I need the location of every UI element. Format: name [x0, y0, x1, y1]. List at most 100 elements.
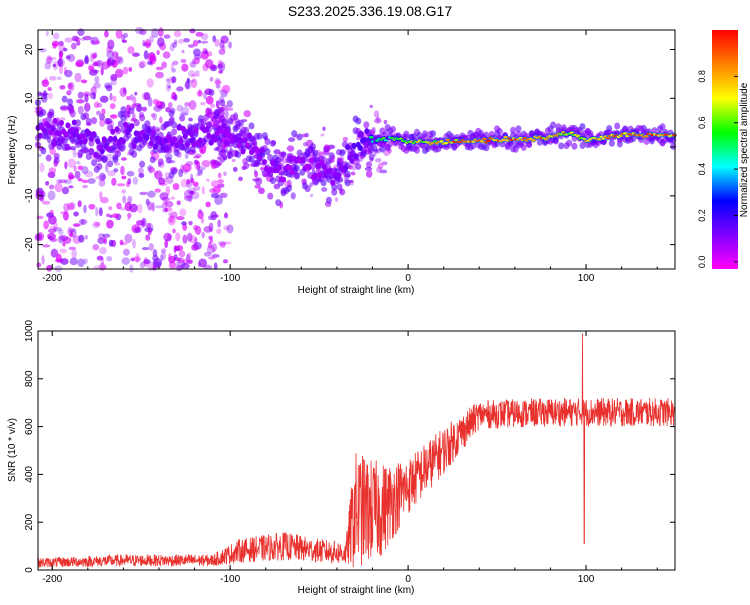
spectrogram-ridge-halo	[344, 179, 351, 187]
spectrogram-ridge-core	[486, 139, 491, 143]
spectrogram-noise-blob	[71, 249, 78, 259]
spectrogram-ridge-halo	[403, 133, 410, 141]
spectrogram-ridge-base	[112, 135, 118, 142]
spectrogram-noise-blob	[208, 256, 216, 260]
spectrogram-noise-blob	[175, 232, 181, 242]
colorbar-tick-label: 0.6	[697, 116, 707, 129]
spectrogram-noise-blob	[193, 155, 200, 159]
spectrogram-noise-blob	[178, 38, 184, 44]
spectrogram-ridge-halo	[157, 158, 164, 166]
spectrogram-ridge-halo	[296, 149, 303, 157]
spectrogram-noise-blob	[130, 257, 135, 262]
spectrogram-ridge-base	[330, 179, 336, 186]
spectrogram-ridge-halo	[357, 131, 364, 139]
spectrogram-ridge-base	[58, 120, 64, 127]
spectrogram-noise-blob	[112, 213, 119, 219]
spectrogram-ridge-base	[219, 128, 225, 135]
spectrogram-ridge-halo	[211, 115, 218, 123]
spectrogram-ridge-halo	[571, 142, 578, 150]
spectrogram-ridge-base	[91, 131, 97, 138]
spectrogram-ridge-base	[174, 142, 180, 149]
spectrogram-ridge-base	[172, 136, 178, 143]
spectrogram-ridge-core	[644, 134, 649, 138]
spectrogram-noise-blob	[184, 152, 189, 160]
spectrogram-noise-blob	[39, 162, 45, 173]
spectrogram-noise-blob	[129, 203, 138, 213]
spectrogram-ridge-halo	[339, 149, 346, 157]
spectrogram-noise-blob	[164, 172, 170, 180]
spectrogram-noise-blob	[122, 195, 127, 204]
spectrogram-noise-blob	[183, 169, 189, 175]
spectrogram-noise-blob	[201, 167, 206, 171]
spectrogram-noise-blob	[78, 234, 85, 243]
spectrogram-ridge-base	[255, 148, 261, 155]
spectrogram-noise-blob	[101, 108, 106, 115]
spectrogram-ridge-base	[306, 164, 312, 171]
spectrogram-noise-blob	[197, 165, 204, 175]
spectrogram-noise-blob	[321, 187, 328, 192]
spectrogram-noise-blob	[334, 197, 339, 203]
spectrogram-noise-blob	[132, 176, 139, 185]
spectrogram-noise-blob	[59, 105, 69, 111]
colorbar-ticks: 0.0 0.2 0.4 0.6 0.8	[697, 70, 738, 268]
spectrogram-noise-blob	[49, 209, 54, 215]
spectrogram-noise-blob	[77, 165, 83, 171]
spectrogram-noise-blob	[124, 233, 133, 244]
spectrogram-noise-blob	[288, 137, 296, 142]
spectrogram-ridge-halo	[53, 152, 60, 160]
spectrogram-noise-blob	[40, 93, 48, 103]
spectrogram-ridge-halo	[325, 157, 332, 165]
spectrogram-ridge-halo	[48, 111, 55, 119]
spectrogram-noise-blob	[221, 143, 226, 150]
spectrogram-noise-blob	[41, 79, 49, 85]
spectrogram-ridge-halo	[99, 113, 106, 121]
spectrogram-noise-blob	[223, 171, 227, 177]
spectrogram-noise-blob	[54, 182, 63, 193]
spectrogram-noise-blob	[100, 174, 107, 180]
spectrogram-ridge-halo	[149, 156, 156, 164]
spectrogram-ridge-halo	[325, 196, 332, 204]
spectrogram-noise-blob	[350, 171, 356, 176]
spectrogram-noise-blob	[215, 100, 220, 109]
spectrogram-ridge-halo	[163, 121, 170, 129]
spectrogram-noise-blob	[183, 195, 193, 201]
spectrogram-noise-blob	[173, 39, 178, 45]
spectrogram-noise-blob	[153, 258, 163, 267]
spectrogram-noise-blob	[71, 35, 79, 42]
spectrogram-noise-blob	[187, 187, 197, 195]
spectrogram-noise-blob	[198, 208, 203, 214]
spectrogram-ridge-halo	[275, 156, 282, 164]
spectrogram-noise-blob	[168, 253, 172, 261]
spectrogram-noise-blob	[193, 48, 201, 57]
spectrogram-noise-blob	[222, 259, 229, 264]
spectrogram-noise-blob	[83, 56, 90, 65]
spectrogram-noise-blob	[170, 211, 178, 219]
spectrogram-noise-blob	[56, 76, 62, 81]
spectrogram-noise-blob	[59, 117, 66, 121]
spectrogram-noise-blob	[189, 61, 197, 68]
spectrogram-noise-blob	[154, 170, 163, 180]
spectrogram-ridge-halo	[555, 123, 562, 131]
spectrogram-noise-blob	[94, 222, 101, 227]
spectrogram-noise-blob	[223, 241, 232, 245]
spectrogram-noise-blob	[208, 222, 214, 233]
spectrogram-noise-blob	[188, 100, 197, 111]
spectrogram-noise-blob	[68, 246, 77, 251]
spectrogram-noise-blob	[106, 57, 116, 66]
spectrogram-noise-blob	[174, 245, 184, 252]
spectrogram-ridge-base	[93, 152, 99, 159]
spectrogram-noise-blob	[109, 114, 118, 119]
snr-y-tick-label: 400	[24, 466, 35, 483]
spectrogram-ridge-halo	[363, 121, 370, 129]
spectrogram-ridge-halo	[269, 139, 276, 147]
snr-x-ticks: -200 -100 0 100	[42, 331, 658, 585]
spectrogram-noise-blob	[220, 89, 228, 98]
spectrogram-noise-blob	[173, 30, 182, 38]
spectrogram-noise-blob	[226, 224, 234, 234]
spectrogram-noise-blob	[217, 179, 224, 184]
spectrogram-ridge-halo	[101, 155, 108, 163]
spectrogram-ridge-halo	[659, 123, 666, 131]
spectrogram-noise-blob	[40, 191, 46, 198]
spectrogram-noise-blob	[172, 60, 179, 66]
spectrogram-noise-blob	[67, 158, 76, 168]
